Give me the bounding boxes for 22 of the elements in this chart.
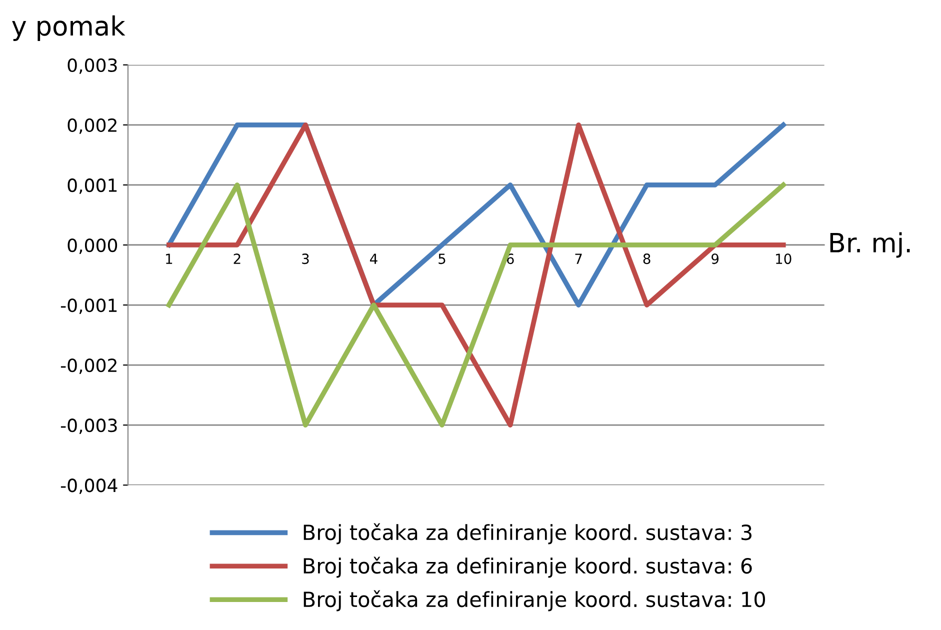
y-axis-title: y pomak xyxy=(12,15,126,41)
y-tick-label: -0,001 xyxy=(60,298,117,314)
x-tick-label: 9 xyxy=(712,254,719,264)
legend-label: Broj točaka za definiranje koord. sustava: 10 xyxy=(304,590,766,612)
y-tick-label: 0,001 xyxy=(68,178,117,194)
legend-label: Broj točaka za definiranje koord. sustava: 3 xyxy=(304,523,752,544)
x-axis-title: Br. mj. xyxy=(830,232,910,258)
legend-label: Broj točaka za definiranje koord. sustava: 6 xyxy=(304,556,752,578)
x-tick-label: 7 xyxy=(575,254,582,264)
x-tick-label: 5 xyxy=(438,254,446,264)
y-tick-label: -0,003 xyxy=(60,418,117,434)
y-tick-label: -0,002 xyxy=(60,358,116,374)
x-tick-label: 10 xyxy=(776,254,792,264)
x-tick-label: 4 xyxy=(370,254,378,264)
x-tick-label: 2 xyxy=(234,254,240,264)
x-tick-label: 1 xyxy=(166,254,172,264)
y-tick-label: 0,002 xyxy=(68,118,116,134)
y-tick-label: 0,000 xyxy=(68,238,118,254)
x-tick-label: 3 xyxy=(302,254,309,264)
x-tick-label: 8 xyxy=(643,254,650,264)
y-tick-label: 0,003 xyxy=(68,58,117,74)
y-tick-label: -0,004 xyxy=(60,478,118,494)
